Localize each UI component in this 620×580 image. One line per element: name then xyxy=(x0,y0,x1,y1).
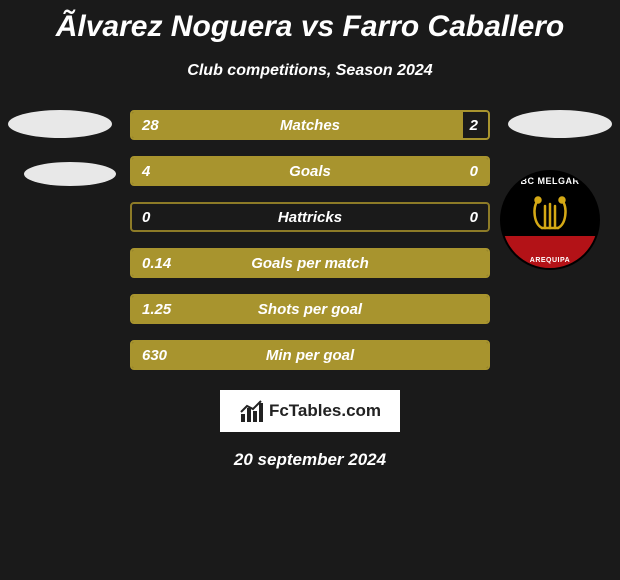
player1-badge-placeholder-1 xyxy=(8,110,112,138)
stat-right-value: 2 xyxy=(470,117,478,134)
stat-label: Shots per goal xyxy=(132,301,488,318)
stat-label: Min per goal xyxy=(132,347,488,364)
stat-label: Goals per match xyxy=(132,255,488,272)
page-title: Ãlvarez Noguera vs Farro Caballero xyxy=(0,0,620,44)
stat-right-value: 0 xyxy=(470,163,478,180)
stat-label: Goals xyxy=(132,163,488,180)
crest-bottom-text: AREQUIPA xyxy=(502,257,598,264)
stat-row: 630Min per goal xyxy=(130,340,490,370)
stat-row: 0.14Goals per match xyxy=(130,248,490,278)
stat-row: 4Goals0 xyxy=(130,156,490,186)
fctables-logo-text: FcTables.com xyxy=(269,401,381,421)
stat-label: Hattricks xyxy=(132,209,488,226)
player1-badge-placeholder-2 xyxy=(24,162,116,186)
stats-bars: 28Matches24Goals00Hattricks00.14Goals pe… xyxy=(130,110,490,370)
date-label: 20 september 2024 xyxy=(0,450,620,470)
stat-row: 1.25Shots per goal xyxy=(130,294,490,324)
lyre-icon xyxy=(528,194,572,238)
stat-label: Matches xyxy=(132,117,488,134)
stat-right-value: 0 xyxy=(470,209,478,226)
fctables-logo: FcTables.com xyxy=(220,390,400,432)
stat-row: 0Hattricks0 xyxy=(130,202,490,232)
comparison-panel: BC MELGAR AREQUIPA 28Matches24Goals00Hat… xyxy=(0,110,620,370)
subtitle: Club competitions, Season 2024 xyxy=(0,62,620,80)
player2-club-crest: BC MELGAR AREQUIPA xyxy=(500,170,600,270)
stat-row: 28Matches2 xyxy=(130,110,490,140)
crest-top-text: BC MELGAR xyxy=(502,176,598,186)
player2-badge-placeholder-1 xyxy=(508,110,612,138)
chart-icon xyxy=(239,398,265,424)
